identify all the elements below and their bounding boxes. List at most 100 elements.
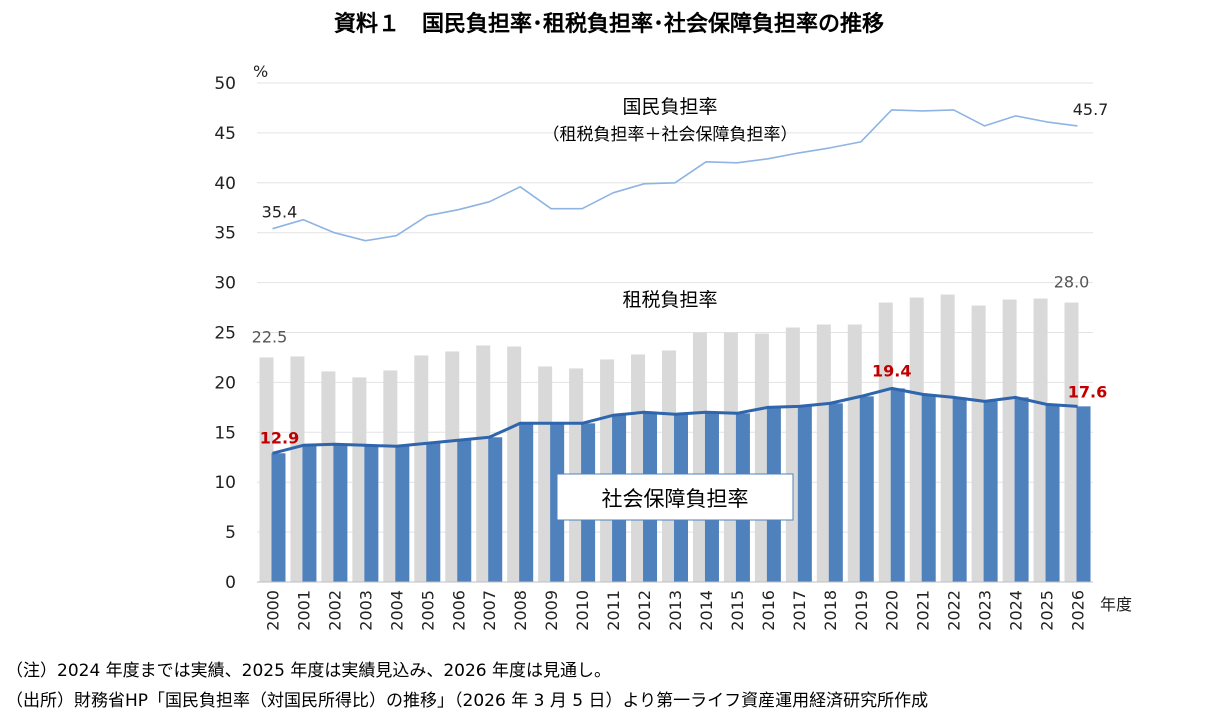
y-tick-label: 5 [225,523,236,543]
tax-bar [290,356,305,582]
social-bar [921,394,936,582]
y-tick-label: 15 [214,423,236,443]
social-line [272,386,1078,455]
x-tick-label: 2015 [728,590,747,631]
y-tick-label: 20 [214,373,236,393]
tax-bar [538,366,553,582]
y-tick-label: 45 [214,124,236,144]
national-series-sublabel: （租税負担率＋社会保障負担率） [543,125,798,145]
x-tick-label: 2010 [573,590,592,631]
social-bar [519,423,534,582]
social-series-label: 社会保障負担率 [602,487,749,511]
social-bar [364,445,379,582]
tax-bar [352,377,367,582]
y-tick-label: 40 [214,174,236,194]
tax-bar [816,324,831,582]
footnote: （注）2024 年度までは実績、2025 年度は実績見込み、2026 年度は見通… [6,661,612,681]
x-axis-unit: 年度 [1100,595,1132,614]
tax-bar [445,351,460,582]
x-tick-label: 2025 [1038,590,1057,631]
social-bar [859,396,874,582]
tax-bar [1002,299,1017,582]
tax-bar [878,302,893,582]
data-label: 45.7 [1073,100,1109,119]
social-bar [890,388,905,582]
tax-bar [321,371,336,582]
x-axis: 2000 2001 2002 2003 2004 2005 2006 2007 2008 2009… [257,581,1132,631]
x-tick-label: 2020 [883,590,902,631]
social-bar [1014,397,1029,582]
social-bar [1076,406,1091,582]
national-line [272,109,1078,242]
y-tick-label: 50 [214,74,236,94]
social-bar [1045,404,1060,582]
y-tick-label: 30 [214,274,236,294]
x-tick-label: 2006 [449,590,468,631]
tax-bar [723,332,738,582]
tax-bar [785,327,800,582]
x-tick-label: 2013 [666,590,685,631]
source-note: （出所）財務省HP「国民負担率（対国民所得比）の推移」（2026 年 3 月 5… [6,691,929,711]
tax-bar [909,297,924,582]
x-tick-label: 2014 [697,590,716,631]
y-axis-unit: % [253,62,268,81]
tax-bar [600,359,615,582]
x-tick-label: 2024 [1007,590,1026,631]
social-bar [797,406,812,582]
y-tick-label: 25 [214,324,236,344]
tax-bar [476,345,491,582]
tax-bar [971,305,986,582]
social-bar [333,444,348,582]
x-tick-label: 2005 [418,590,437,631]
x-tick-label: 2021 [914,590,933,631]
y-tick-label: 10 [214,473,236,493]
data-label: 28.0 [1054,273,1090,292]
data-label: 19.4 [872,361,911,380]
x-tick-label: 2016 [759,590,778,631]
x-tick-label: 2019 [852,590,871,631]
tax-bar [662,350,676,582]
x-tick-label: 2004 [387,590,406,631]
x-tick-label: 2017 [790,590,809,631]
social-bars [271,388,1091,582]
chart-title: 資料１ 国民負担率･租税負担率･社会保障負担率の推移 [333,12,884,37]
tax-series-label: 租税負担率 [622,289,717,311]
national-series-label: 国民負担率 [622,96,717,118]
social-bar [488,437,503,582]
x-tick-label: 2011 [604,590,623,631]
social-bar [271,453,286,582]
y-tick-label: 0 [225,573,236,593]
y-tick-label: 35 [214,224,236,244]
series-lines [272,109,1078,455]
x-tick-label: 2012 [635,590,654,631]
social-bar [395,446,410,582]
tax-bar [847,324,862,582]
y-axis: 0 5 10 15 20 25 30 35 40 45 50% [214,62,268,593]
x-tick-label: 2002 [325,590,344,631]
x-tick-label: 2023 [976,590,995,631]
tax-bar [383,370,398,582]
tax-bars [259,294,1079,582]
social-bar [828,403,843,582]
data-label: 12.9 [260,428,299,447]
social-series-label-box [556,473,794,521]
tax-bar [1064,302,1079,582]
tax-bar [754,333,769,582]
x-tick-label: 2001 [294,590,313,631]
data-label: 35.4 [262,203,298,222]
tax-bar [940,294,955,582]
tax-bar [414,355,429,582]
x-tick-label: 2003 [356,590,375,631]
social-bar [426,443,441,582]
social-bar [983,401,998,582]
data-label: 17.6 [1068,382,1107,401]
data-label: 22.5 [252,327,288,346]
social-bar [952,397,967,582]
x-tick-label: 2000 [263,590,282,631]
x-tick-label: 2022 [945,590,964,631]
x-tick-label: 2009 [542,590,561,631]
tax-bar [259,357,274,582]
x-tick-label: 2018 [821,590,840,631]
